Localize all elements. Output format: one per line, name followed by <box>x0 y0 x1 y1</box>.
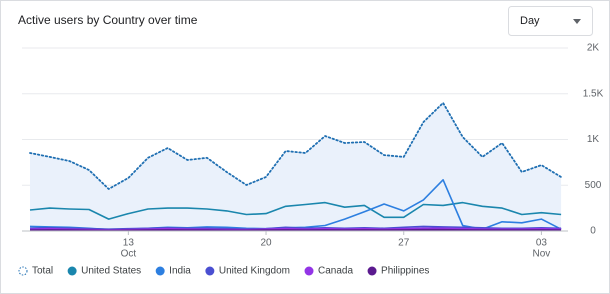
legend-item: Canada <box>304 266 353 277</box>
series-line <box>29 228 562 232</box>
area <box>30 102 562 232</box>
x-month-label: Oct <box>121 249 137 260</box>
legend-swatch <box>67 266 77 276</box>
legend-label: United Kingdom <box>219 266 290 277</box>
legend-label: United States <box>81 266 141 277</box>
x-tick-label: 03 <box>536 238 548 249</box>
dropdown-label[interactable]: Day <box>520 15 540 27</box>
legend-label: Canada <box>318 266 353 277</box>
chart-title: Active users by Country over time <box>18 13 198 27</box>
x-month-label: Nov <box>533 249 551 260</box>
legend-label: Philippines <box>381 266 429 277</box>
legend-swatch <box>205 266 215 276</box>
legend-item: United States <box>67 266 141 277</box>
y-tick-label: 2K <box>587 43 600 54</box>
legend-swatch <box>367 266 377 276</box>
dropdown[interactable]: Day <box>508 6 593 36</box>
dropdown-arrow[interactable] <box>573 19 581 24</box>
dropdown-box[interactable] <box>508 6 593 36</box>
series-line <box>29 225 562 230</box>
legend: Total United States India United Kingdom Can… <box>18 266 429 277</box>
series-line <box>29 102 562 190</box>
x-tick-label: 20 <box>260 238 272 249</box>
y-tick-label: 1.5K <box>583 88 604 99</box>
legend-label: India <box>169 266 191 277</box>
legend-item: Total <box>18 266 53 277</box>
x-tick-label: 13 <box>123 238 135 249</box>
legend-item: Philippines <box>367 266 429 277</box>
y-tick-label: 1K <box>587 134 600 145</box>
y-tick-label: 0 <box>590 226 596 237</box>
series-line <box>29 201 562 220</box>
legend-swatch <box>304 266 314 276</box>
legend-label: Total <box>32 266 53 277</box>
y-tick-label: 500 <box>585 180 602 191</box>
legend-item: United Kingdom <box>205 266 290 277</box>
legend-swatch <box>18 266 28 276</box>
legend-item: India <box>155 266 191 277</box>
x-tick-label: 27 <box>398 238 410 249</box>
legend-swatch <box>155 266 165 276</box>
